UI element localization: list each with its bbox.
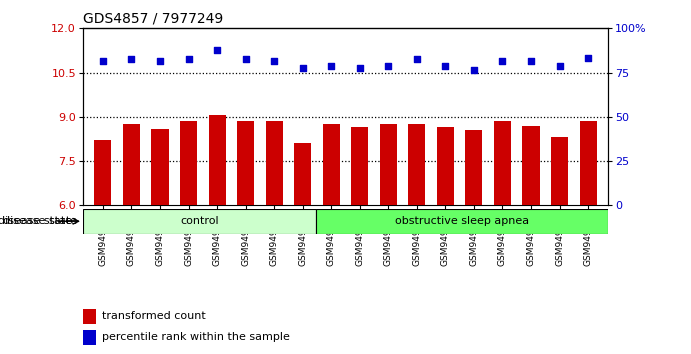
Text: disease state: disease state xyxy=(0,216,76,226)
Point xyxy=(497,58,508,64)
Bar xyxy=(180,121,197,205)
Bar xyxy=(265,121,283,205)
Bar xyxy=(123,124,140,205)
Point xyxy=(383,63,394,69)
Point xyxy=(269,58,280,64)
Point xyxy=(354,65,366,71)
Point xyxy=(155,58,166,64)
Point xyxy=(411,57,422,62)
Bar xyxy=(380,124,397,205)
Bar xyxy=(551,137,568,205)
Bar xyxy=(151,129,169,205)
Bar xyxy=(209,115,226,205)
Bar xyxy=(494,121,511,205)
Point xyxy=(554,63,565,69)
Text: transformed count: transformed count xyxy=(102,311,206,321)
Bar xyxy=(465,130,482,205)
Point xyxy=(468,67,480,73)
Bar xyxy=(437,127,454,205)
Bar xyxy=(95,141,111,205)
Text: disease state: disease state xyxy=(3,216,77,226)
Bar xyxy=(294,143,311,205)
Text: GDS4857 / 7977249: GDS4857 / 7977249 xyxy=(83,12,223,26)
Point xyxy=(525,58,536,64)
Point xyxy=(183,57,194,62)
Point xyxy=(440,63,451,69)
Text: control: control xyxy=(180,216,219,226)
Text: percentile rank within the sample: percentile rank within the sample xyxy=(102,332,290,342)
Bar xyxy=(522,126,540,205)
FancyBboxPatch shape xyxy=(316,209,608,234)
Bar xyxy=(237,121,254,205)
Bar xyxy=(83,330,96,345)
Point xyxy=(97,58,108,64)
Bar xyxy=(580,121,596,205)
Bar xyxy=(323,124,340,205)
Point xyxy=(240,57,251,62)
Point xyxy=(297,65,308,71)
Point xyxy=(126,57,137,62)
Text: obstructive sleep apnea: obstructive sleep apnea xyxy=(395,216,529,226)
Bar xyxy=(83,309,96,324)
FancyBboxPatch shape xyxy=(83,209,316,234)
Bar xyxy=(351,127,368,205)
Point xyxy=(325,63,337,69)
Point xyxy=(583,55,594,61)
Point xyxy=(211,47,223,52)
Bar xyxy=(408,124,426,205)
